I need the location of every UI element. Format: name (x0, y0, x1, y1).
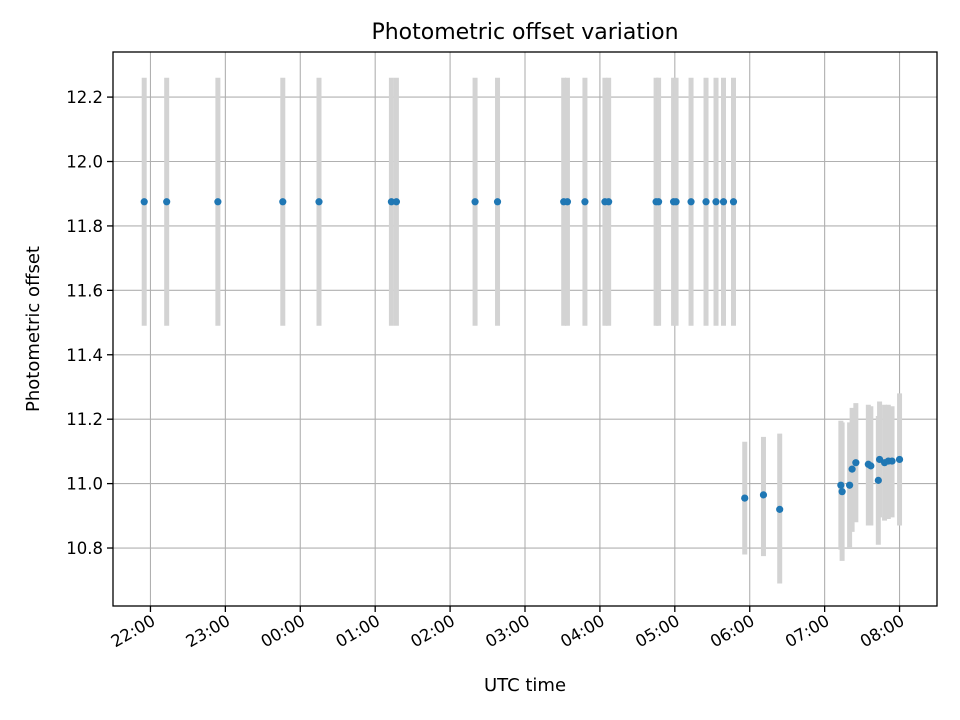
data-point (315, 198, 323, 206)
data-point (392, 198, 401, 206)
y-tick-label: 11.0 (66, 475, 103, 494)
x-tick-label: 07:00 (782, 611, 833, 651)
y-tick-label: 11.2 (66, 410, 103, 429)
data-point (471, 198, 479, 206)
data-point (759, 491, 768, 499)
x-tick-label: 06:00 (707, 611, 758, 651)
data-point (729, 198, 738, 206)
y-tick-label: 10.8 (66, 539, 103, 558)
y-tick-label: 11.4 (66, 346, 103, 365)
data-point (837, 481, 845, 489)
data-points (140, 198, 904, 513)
x-axis: 22:00 23:00 00:00 01:00 02:00 03:00 04:00 05:00… (108, 606, 908, 651)
x-tick-label: 04:00 (557, 611, 608, 651)
y-tick-label: 11.6 (66, 281, 103, 300)
error-bars (141, 77, 903, 584)
x-tick-label: 05:00 (632, 611, 683, 651)
y-tick-label: 12.2 (66, 88, 103, 107)
data-point (741, 494, 749, 502)
x-tick-label: 23:00 (183, 611, 234, 651)
data-point (140, 198, 148, 206)
data-point (687, 198, 695, 206)
x-tick-label: 01:00 (332, 611, 383, 651)
y-axis-label: Photometric offset (23, 246, 44, 412)
x-tick-label: 02:00 (407, 611, 458, 651)
y-tick-label: 11.8 (66, 217, 103, 236)
y-tick-label: 12.0 (66, 153, 103, 172)
data-point (214, 198, 222, 206)
data-point (672, 198, 680, 206)
x-tick-label: 00:00 (258, 611, 309, 651)
data-point (719, 198, 728, 206)
data-point (387, 198, 396, 206)
y-axis: 10.8 11.0 11.2 11.4 11.6 11.8 12.0 12.2 (66, 88, 113, 558)
chart-title: Photometric offset variation (371, 20, 678, 45)
data-point (163, 198, 171, 206)
data-point (581, 198, 589, 206)
data-point (279, 198, 287, 206)
data-point (888, 457, 896, 465)
data-point (776, 505, 784, 513)
data-point (702, 198, 710, 206)
data-point (654, 198, 663, 206)
data-point (895, 455, 904, 464)
x-tick-label: 08:00 (857, 611, 908, 651)
data-point (493, 198, 502, 206)
data-point (846, 481, 854, 489)
data-point (848, 465, 856, 473)
data-point (712, 198, 720, 206)
data-point (838, 488, 846, 496)
x-axis-label: UTC time (484, 675, 566, 696)
data-point (563, 198, 572, 206)
data-point (852, 459, 860, 467)
data-point (867, 462, 875, 470)
grid (113, 52, 937, 606)
x-tick-label: 03:00 (482, 611, 533, 651)
data-point (605, 198, 613, 206)
data-point (874, 476, 882, 484)
x-tick-label: 22:00 (108, 611, 159, 651)
